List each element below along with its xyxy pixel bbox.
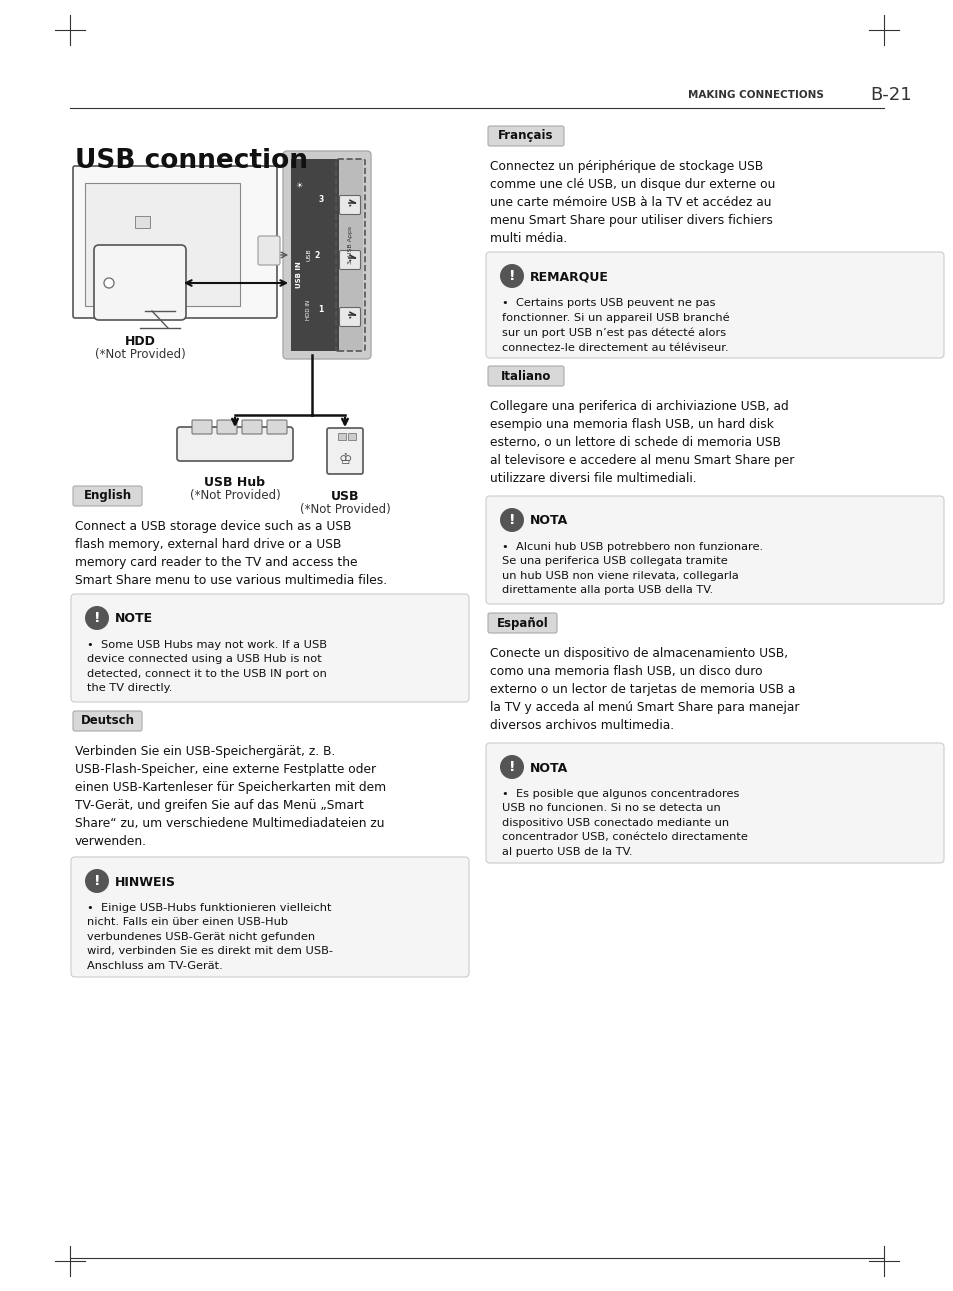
Text: •  Es posible que algunos concentradores
USB no funcionen. Si no se detecta un
d: • Es posible que algunos concentradores … <box>501 789 747 857</box>
FancyBboxPatch shape <box>267 420 287 434</box>
FancyBboxPatch shape <box>488 367 563 386</box>
FancyBboxPatch shape <box>216 420 236 434</box>
Text: REMARQUE: REMARQUE <box>530 271 608 284</box>
FancyBboxPatch shape <box>242 420 262 434</box>
Text: ♔: ♔ <box>337 452 352 466</box>
Text: !: ! <box>508 269 515 283</box>
Text: Connectez un périphérique de stockage USB
comme une clé USB, un disque dur exter: Connectez un périphérique de stockage US… <box>490 160 775 245</box>
FancyBboxPatch shape <box>192 420 212 434</box>
Text: Connect a USB storage device such as a USB
flash memory, external hard drive or : Connect a USB storage device such as a U… <box>75 520 387 587</box>
Text: !: ! <box>508 760 515 775</box>
Text: (*Not Provided): (*Not Provided) <box>190 489 280 502</box>
Text: USB connection: USB connection <box>75 148 308 174</box>
Text: USB: USB <box>306 249 312 261</box>
Text: MAKING CONNECTIONS: MAKING CONNECTIONS <box>687 90 823 99</box>
Bar <box>291 159 338 351</box>
Text: Español: Español <box>497 617 548 630</box>
Text: !: ! <box>93 611 100 625</box>
Bar <box>337 432 346 440</box>
Text: •  Alcuni hub USB potrebbero non funzionare.
Se una periferica USB collegata tra: • Alcuni hub USB potrebbero non funziona… <box>501 542 762 595</box>
Text: •  Some USB Hubs may not work. If a USB
device connected using a USB Hub is not
: • Some USB Hubs may not work. If a USB d… <box>87 640 327 693</box>
Circle shape <box>499 507 523 532</box>
Text: HDD IN: HDD IN <box>306 300 312 320</box>
Text: 1: 1 <box>318 306 323 315</box>
Text: Collegare una periferica di archiviazione USB, ad
esempio una memoria flash USB,: Collegare una periferica di archiviazion… <box>490 400 794 485</box>
FancyBboxPatch shape <box>73 485 142 506</box>
Text: B-21: B-21 <box>869 86 911 105</box>
Text: !: ! <box>508 513 515 527</box>
FancyBboxPatch shape <box>339 250 360 270</box>
Circle shape <box>499 263 523 288</box>
Text: 3  USB Apps: 3 USB Apps <box>348 226 354 265</box>
Circle shape <box>499 755 523 778</box>
Text: English: English <box>83 489 132 502</box>
Circle shape <box>85 869 109 893</box>
Text: (*Not Provided): (*Not Provided) <box>299 503 390 516</box>
Text: !: ! <box>93 874 100 888</box>
Text: NOTA: NOTA <box>530 515 568 528</box>
FancyBboxPatch shape <box>485 252 943 358</box>
Bar <box>135 216 150 229</box>
Text: Deutsch: Deutsch <box>80 714 134 728</box>
Text: NOTE: NOTE <box>115 612 153 626</box>
FancyBboxPatch shape <box>71 857 469 977</box>
Text: •  Einige USB-Hubs funktionieren vielleicht
nicht. Falls ein über einen USB-Hub
: • Einige USB-Hubs funktionieren vielleic… <box>87 902 333 971</box>
Text: •  Certains ports USB peuvent ne pas
fonctionner. Si un appareil USB branché
sur: • Certains ports USB peuvent ne pas fonc… <box>501 298 729 352</box>
FancyBboxPatch shape <box>257 236 280 265</box>
FancyBboxPatch shape <box>339 195 360 214</box>
Text: HDD: HDD <box>125 334 155 349</box>
Circle shape <box>104 278 113 288</box>
FancyBboxPatch shape <box>177 427 293 461</box>
FancyBboxPatch shape <box>339 307 360 327</box>
FancyBboxPatch shape <box>488 613 557 633</box>
FancyBboxPatch shape <box>283 151 371 359</box>
Text: Conecte un dispositivo de almacenamiento USB,
como una memoria flash USB, un dis: Conecte un dispositivo de almacenamiento… <box>490 647 799 732</box>
FancyBboxPatch shape <box>71 594 469 702</box>
Text: HINWEIS: HINWEIS <box>115 875 175 888</box>
Bar <box>338 159 363 351</box>
Text: Français: Français <box>497 129 553 142</box>
FancyBboxPatch shape <box>73 711 142 731</box>
FancyBboxPatch shape <box>73 167 276 318</box>
Text: 2: 2 <box>314 250 319 259</box>
Text: Verbinden Sie ein USB-Speichergärät, z. B.
USB-Flash-Speicher, eine externe Fest: Verbinden Sie ein USB-Speichergärät, z. … <box>75 745 386 848</box>
Text: USB: USB <box>331 491 359 503</box>
FancyBboxPatch shape <box>488 127 563 146</box>
Bar <box>85 183 240 306</box>
Text: NOTA: NOTA <box>530 762 568 775</box>
Bar <box>348 432 355 440</box>
Text: ☀: ☀ <box>294 181 302 190</box>
Text: USB Hub: USB Hub <box>204 476 265 489</box>
FancyBboxPatch shape <box>485 744 943 862</box>
Text: 3: 3 <box>318 195 323 204</box>
Text: (*Not Provided): (*Not Provided) <box>94 349 185 361</box>
Text: Italiano: Italiano <box>500 369 551 382</box>
FancyBboxPatch shape <box>485 496 943 604</box>
Circle shape <box>85 605 109 630</box>
FancyBboxPatch shape <box>94 245 186 320</box>
FancyBboxPatch shape <box>327 429 363 474</box>
Text: USB IN: USB IN <box>295 262 302 288</box>
